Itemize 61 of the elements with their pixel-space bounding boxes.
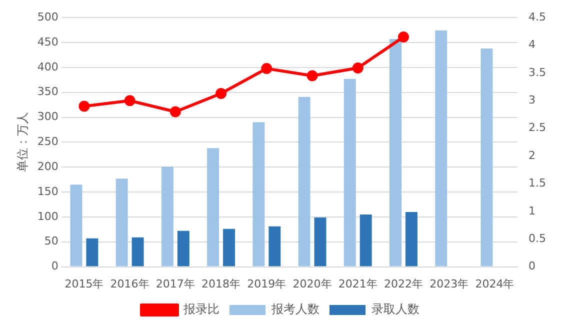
y-tick-label: 500 <box>37 10 58 24</box>
legend-label: 报录比 <box>182 302 220 316</box>
x-tick-label: 2020年 <box>292 277 332 290</box>
point <box>170 106 181 118</box>
y-tick-label: 350 <box>37 85 58 98</box>
bar <box>435 30 448 266</box>
y-tick-label: 400 <box>37 60 58 74</box>
y-tick-label: 0 <box>51 260 58 273</box>
bar <box>177 230 190 266</box>
y-axis-title: 单位：万人 <box>15 112 30 172</box>
bar <box>390 39 402 266</box>
bar <box>161 166 174 266</box>
point <box>398 31 409 42</box>
x-tick-label: 2022年 <box>384 277 423 290</box>
x-tick-label: 2017年 <box>156 277 195 290</box>
y2-tick-label: 3 <box>528 94 536 107</box>
y-tick-label: 50 <box>44 234 58 248</box>
point <box>78 100 90 112</box>
point <box>306 70 318 82</box>
bar <box>132 237 144 266</box>
x-tick-label: 2023年 <box>430 277 469 290</box>
bar <box>480 48 493 266</box>
y-tick-label: 450 <box>37 35 58 48</box>
y2-tick-label: 2.5 <box>528 121 546 134</box>
point <box>352 62 364 74</box>
bar <box>116 178 128 266</box>
bar <box>207 148 220 266</box>
y-tick-label: 200 <box>37 160 58 173</box>
legend-label: 录取人数 <box>372 302 420 316</box>
bar <box>298 96 310 266</box>
y2-tick-label: 1 <box>528 204 536 218</box>
y2-tick-label: 2 <box>528 148 536 162</box>
y-tick-label: 150 <box>37 184 58 198</box>
y2-tick-label: 3.5 <box>528 66 546 79</box>
y2-tick-label: 0 <box>528 260 536 273</box>
bar <box>344 78 356 266</box>
y-tick-label: 100 <box>37 210 58 223</box>
x-tick-label: 2019年 <box>247 277 286 290</box>
bar <box>314 217 326 266</box>
bar <box>360 214 372 266</box>
y2-tick-label: 0.5 <box>528 232 546 245</box>
x-tick-label: 2018年 <box>202 277 241 290</box>
x-tick-label: 2021年 <box>338 277 378 290</box>
point <box>124 95 136 106</box>
point <box>216 88 227 99</box>
y2-tick-label: 1.5 <box>528 176 546 190</box>
y-tick-label: 250 <box>37 135 58 148</box>
x-tick-label: 2016年 <box>110 277 150 290</box>
bar <box>405 212 418 266</box>
y-tick-label: 300 <box>37 110 58 124</box>
bar <box>223 228 236 266</box>
x-tick-label: 2024年 <box>475 277 514 290</box>
bar <box>70 184 82 266</box>
legend-label: 报考人数 <box>270 302 320 316</box>
bar <box>252 122 265 266</box>
y2-tick-label: 4.5 <box>528 10 546 24</box>
bar <box>86 238 98 266</box>
point <box>261 63 272 74</box>
bar <box>268 226 281 266</box>
x-tick-label: 2015年 <box>64 277 104 290</box>
y2-tick-label: 4 <box>528 38 536 52</box>
